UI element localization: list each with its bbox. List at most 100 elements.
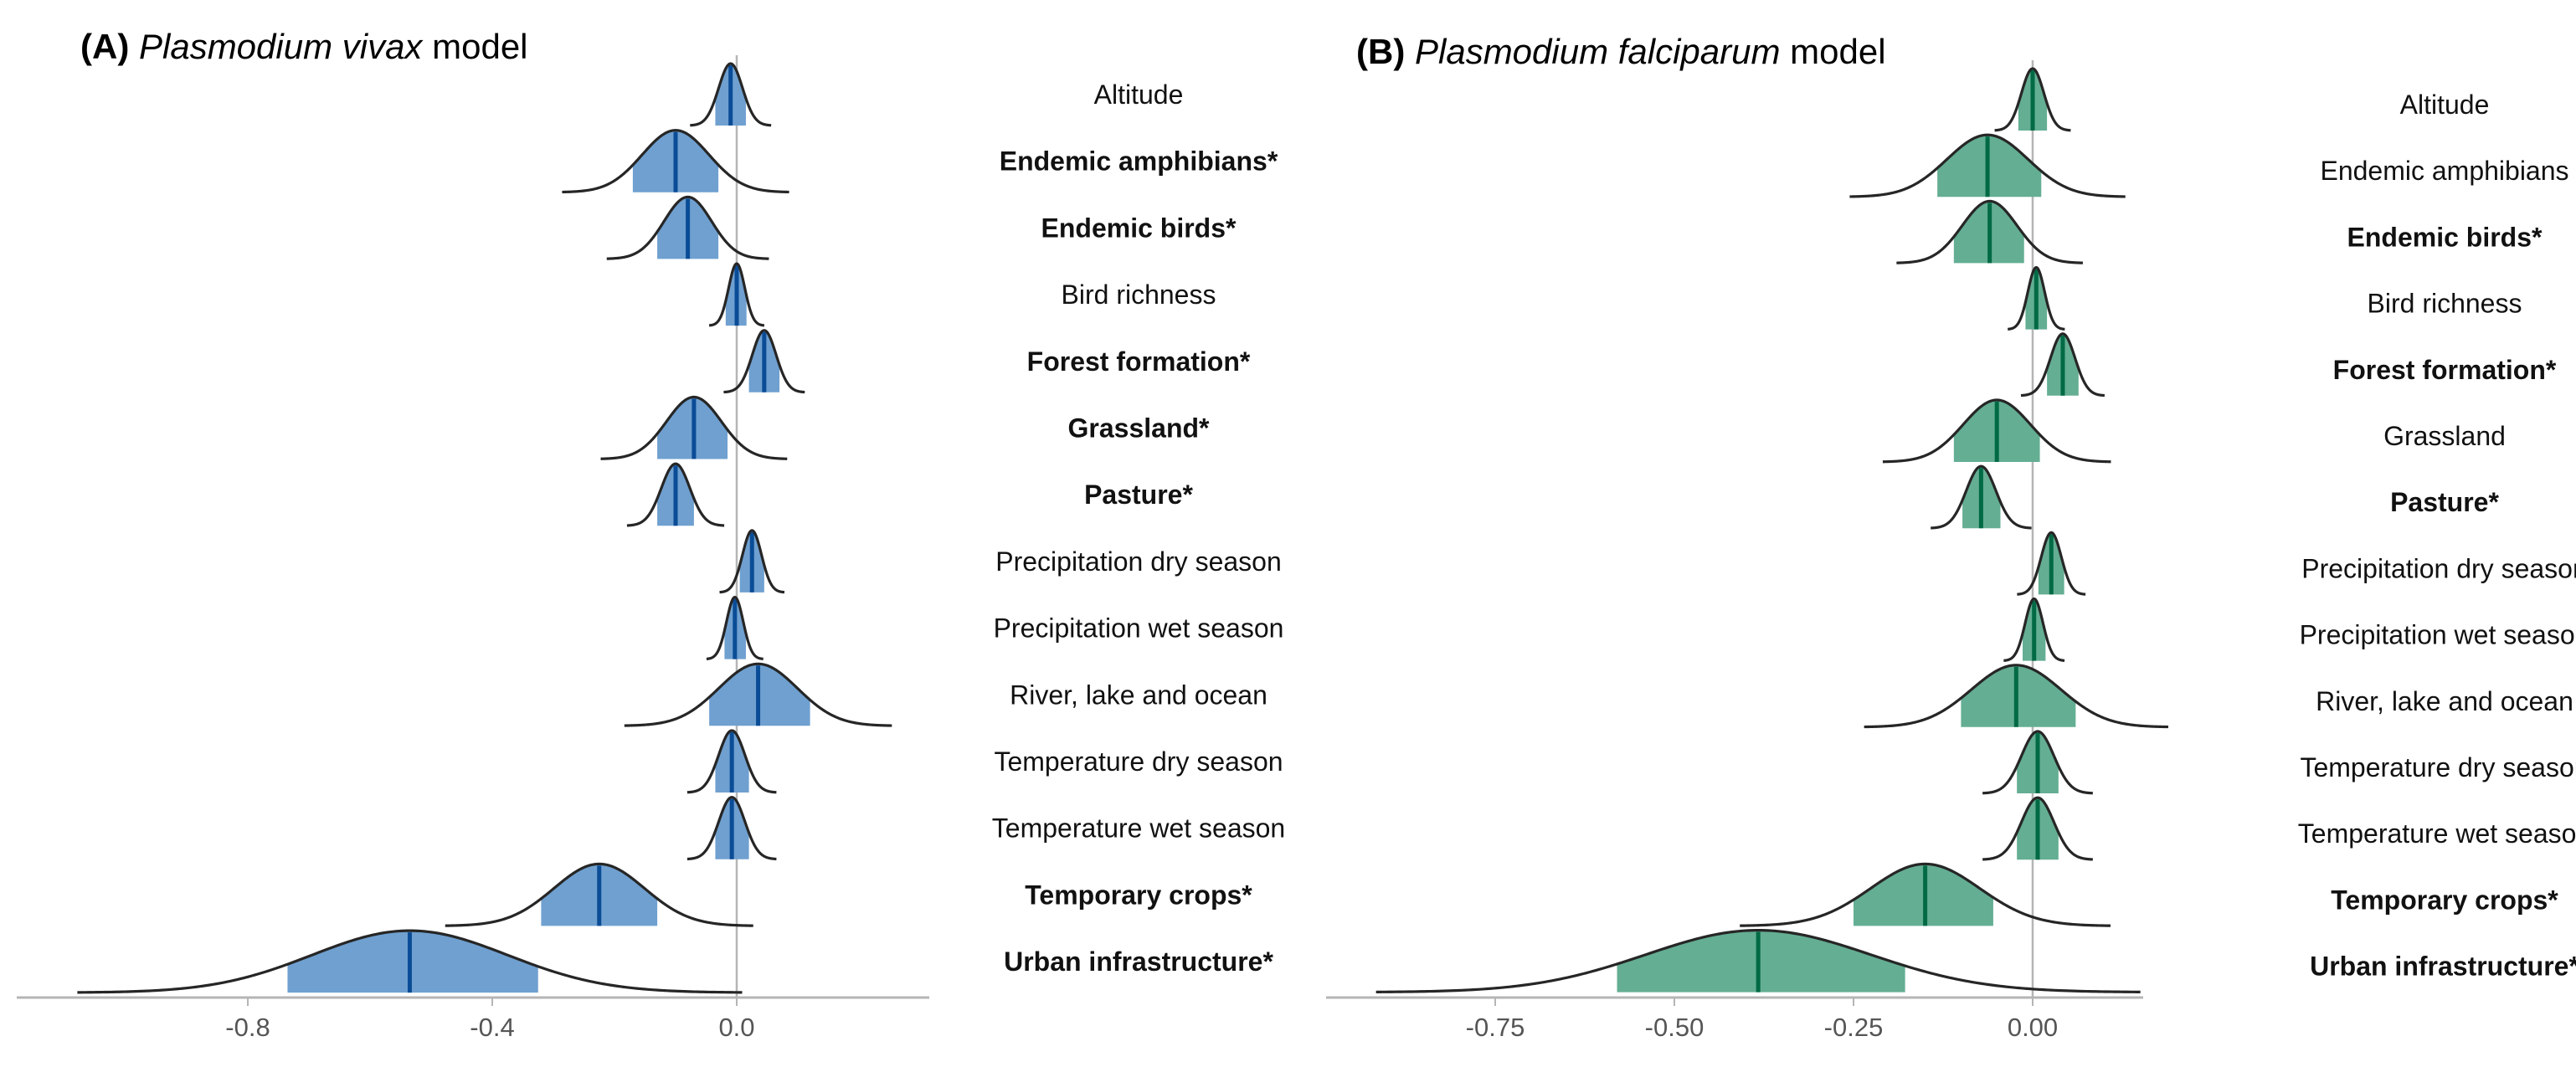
x-tick-label: 0.0 [718, 1013, 754, 1042]
density-curve [562, 129, 789, 194]
variable-label: Pasture* [1084, 480, 1193, 510]
ridge-temporary-crops: Temporary crops* [1740, 862, 2558, 927]
density-curve [690, 62, 772, 127]
density-curve [1994, 67, 2071, 132]
panel-b-title-prefix: (B) [1356, 32, 1405, 71]
ridge-precipitation-dry-season: Precipitation dry season [719, 529, 1282, 594]
density-curve [77, 929, 743, 994]
density-curve [1849, 133, 2126, 198]
variable-label: Endemic amphibians [2320, 156, 2568, 186]
density-curve [708, 262, 765, 327]
ridge-river-lake-and-ocean: River, lake and ocean [1864, 664, 2573, 729]
density-curve [723, 329, 805, 394]
ridge-forest-formation: Forest formation* [2020, 332, 2557, 398]
variable-label: Urban infrastructure* [2310, 952, 2576, 982]
density-curve [600, 395, 788, 460]
density-curve [1740, 862, 2111, 927]
variable-label: Endemic birds* [1041, 213, 1237, 243]
ridge-temporary-crops: Temporary crops* [445, 862, 1252, 927]
ridge-pasture: Pasture* [626, 462, 1193, 527]
variable-label: River, lake and ocean [2316, 686, 2573, 716]
x-tick-label: -0.4 [470, 1013, 514, 1042]
variable-label: Bird richness [1062, 280, 1216, 310]
variable-label: Bird richness [2368, 289, 2522, 319]
density-curve [2003, 597, 2065, 662]
ridge-bird-richness: Bird richness [708, 262, 1216, 327]
panel-a-plot: Altitude Endemic amphibians* Endemic birds… [17, 55, 1285, 1042]
density-curve [2020, 332, 2106, 398]
density-curve [1864, 664, 2169, 729]
density-curve [2017, 531, 2086, 596]
variable-label: Precipitation dry season [2301, 553, 2576, 583]
ridge-urban-infrastructure: Urban infrastructure* [1375, 928, 2576, 993]
variable-label: Temperature dry season [994, 746, 1283, 777]
ridge-temperature-dry-season: Temperature dry season [1982, 730, 2576, 795]
x-tick-label: -0.25 [1824, 1013, 1884, 1042]
variable-label: River, lake and ocean [1010, 680, 1267, 710]
ridge-pasture: Pasture* [1931, 464, 2499, 530]
variable-label: Precipitation wet season [2300, 620, 2576, 650]
ridge-endemic-amphibians: Endemic amphibians [1849, 133, 2569, 198]
ridge-bird-richness: Bird richness [2008, 265, 2522, 331]
ridge-temperature-wet-season: Temperature wet season [1982, 796, 2576, 861]
density-curve [2008, 265, 2065, 331]
density-curve [1982, 796, 2093, 861]
x-tick-label: -0.8 [225, 1013, 270, 1042]
ridge-precipitation-wet-season: Precipitation wet season [2003, 597, 2576, 662]
variable-label: Temporary crops* [1025, 880, 1252, 910]
ridge-precipitation-dry-season: Precipitation dry season [2017, 531, 2576, 596]
variable-label: Altitude [2400, 90, 2490, 120]
ridge-urban-infrastructure: Urban infrastructure* [77, 929, 1273, 994]
ridge-river-lake-and-ocean: River, lake and ocean [624, 662, 1267, 727]
variable-label: Temperature wet season [2298, 818, 2576, 849]
variable-label: Precipitation wet season [994, 613, 1284, 644]
panel-a-title-prefix: (A) [80, 27, 129, 66]
panel-a-title-species: Plasmodium vivax [139, 27, 424, 66]
density-curve [1375, 928, 2141, 993]
density-curve [1982, 730, 2093, 795]
credible-interval-fill [287, 931, 538, 993]
variable-label: Temporary crops* [2331, 885, 2558, 915]
credible-interval-fill [1961, 664, 2076, 727]
ridge-grassland: Grassland* [600, 395, 1211, 460]
ridge-precipitation-wet-season: Precipitation wet season [706, 595, 1284, 660]
ridge-altitude: Altitude [1994, 67, 2490, 132]
density-curve [1931, 464, 2032, 530]
variable-label: Temperature wet season [992, 813, 1285, 844]
panel-b-title-species: Plasmodium falciparum [1415, 32, 1781, 71]
variable-label: Grassland [2383, 421, 2506, 451]
ridge-endemic-amphibians: Endemic amphibians* [562, 129, 1278, 194]
variable-label: Precipitation dry season [995, 546, 1282, 577]
ridge-endemic-birds: Endemic birds* [606, 195, 1237, 260]
ridge-temperature-dry-season: Temperature dry season [686, 729, 1283, 794]
x-tick-label: 0.00 [2008, 1013, 2058, 1042]
ridge-temperature-wet-season: Temperature wet season [686, 796, 1285, 861]
panel-a-title: (A) Plasmodium vivax model [80, 27, 528, 66]
density-curve [445, 862, 753, 927]
density-curve [719, 529, 785, 594]
density-curve [686, 729, 777, 794]
ridge-forest-formation: Forest formation* [723, 329, 1251, 394]
variable-label: Endemic amphibians* [1000, 146, 1278, 177]
variable-label: Temperature dry season [2300, 752, 2576, 782]
ridge-grassland: Grassland [1882, 398, 2506, 464]
ridge-altitude: Altitude [690, 62, 1184, 127]
density-curve [1882, 398, 2111, 464]
credible-interval-fill [1617, 930, 1905, 993]
density-curve [686, 796, 777, 861]
variable-label: Grassland* [1068, 413, 1211, 444]
variable-label: Forest formation* [2333, 355, 2557, 385]
variable-label: Forest formation* [1027, 346, 1251, 377]
variable-label: Urban infrastructure* [1004, 946, 1273, 977]
density-curve [606, 195, 769, 260]
panel-a-title-suffix: model [432, 27, 527, 66]
ridge-endemic-birds: Endemic birds* [1896, 199, 2543, 264]
density-curve [706, 595, 764, 660]
panel-b-title-suffix: model [1790, 32, 1885, 71]
density-curve [626, 462, 725, 527]
variable-label: Pasture* [2390, 487, 2499, 517]
x-tick-label: -0.50 [1645, 1013, 1704, 1042]
variable-label: Altitude [1094, 80, 1184, 110]
variable-label: Endemic birds* [2347, 222, 2543, 252]
